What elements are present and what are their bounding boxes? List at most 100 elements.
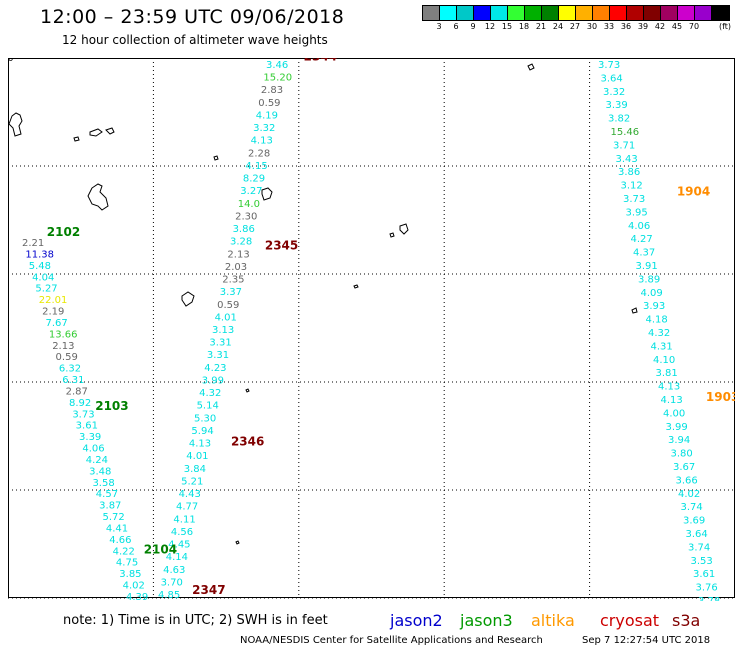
- legend-swatch: [542, 6, 559, 20]
- wave-height-value: 3.87: [99, 501, 121, 512]
- pass-time-label: 2347: [192, 583, 225, 597]
- wave-height-value: 3.85: [119, 569, 141, 580]
- wave-height-value: 2.28: [248, 148, 270, 159]
- legend-swatch: [661, 6, 678, 20]
- credit-text: NOAA/NESDIS Center for Satellite Applica…: [240, 635, 543, 646]
- wave-height-value: 3.74: [681, 502, 703, 513]
- wave-height-value: 3.94: [668, 435, 690, 446]
- wave-height-value: 2.13: [227, 249, 249, 260]
- legend-label: 12: [484, 22, 496, 31]
- wave-height-value: 3.32: [603, 87, 625, 98]
- island-outline: [353, 284, 359, 289]
- wave-height-value: 8.29: [243, 174, 265, 185]
- legend-swatch: [576, 6, 593, 20]
- wave-height-value: 4.06: [82, 444, 104, 455]
- legend-swatch: [593, 6, 610, 20]
- pass-time-label: 2344: [304, 58, 337, 64]
- wave-height-value: 4.41: [106, 523, 128, 534]
- pass-time-labels: 2344 2345 2346 2347 2102 2103 2104 1904 1903: [47, 58, 735, 597]
- altimeter-tracks: 3.4615.202.830.594.193.324.132.284.158.2…: [22, 60, 720, 601]
- wave-height-value: 3.69: [683, 516, 705, 527]
- wave-height-value: 2.83: [261, 85, 283, 96]
- wave-height-value: 4.45: [168, 540, 190, 551]
- wave-height-value: 6.32: [59, 364, 81, 375]
- island-outline: [181, 291, 195, 307]
- island-outline: [213, 155, 219, 161]
- satellite-label-jason3: jason3: [460, 611, 513, 630]
- wave-height-value: 4.43: [179, 489, 201, 500]
- legend-label: 18: [518, 22, 530, 31]
- wave-height-value: 3.76: [696, 583, 718, 594]
- wave-height-value: 4.22: [113, 546, 135, 557]
- island-outline: [389, 232, 395, 238]
- wave-height-value: 3.46: [266, 60, 288, 71]
- wave-height-value: 3.74: [688, 542, 710, 553]
- chart-title: 12:00 – 23:59 UTC 09/06/2018: [40, 6, 345, 28]
- wave-height-value: 3.66: [676, 475, 698, 486]
- wave-height-value: 5.21: [181, 476, 203, 487]
- wave-height-value: 4.11: [173, 514, 195, 525]
- footer-note: note: 1) Time is in UTC; 2) SWH is in fe…: [63, 613, 328, 628]
- pass-time-label: 1904: [677, 185, 710, 199]
- wave-height-value: 4.56: [171, 527, 193, 538]
- legend-label: 36: [620, 22, 632, 31]
- wave-height-value: 0.59: [258, 98, 280, 109]
- wave-height-value: 2.13: [52, 341, 74, 352]
- wave-height-value: 2.21: [22, 238, 44, 249]
- legend-label: 70: [688, 22, 700, 31]
- wave-height-value: 4.13: [189, 439, 211, 450]
- wave-height-value: 3.93: [643, 301, 665, 312]
- wave-height-value: 4.75: [116, 558, 138, 569]
- island-outline: [245, 388, 250, 393]
- wave-height-value: 3.73: [623, 194, 645, 205]
- wave-height-value: 3.58: [92, 478, 114, 489]
- wave-height-value: 15.46: [611, 127, 640, 138]
- legend-label: 33: [603, 22, 615, 31]
- legend-unit: (ft): [718, 22, 732, 31]
- wave-height-value: 2.03: [225, 262, 247, 273]
- lat-tick-label: 10: [8, 58, 14, 64]
- wave-height-value: 4.23: [204, 363, 226, 374]
- wave-height-value: 5.94: [191, 426, 213, 437]
- wave-height-value: 4.13: [658, 382, 680, 393]
- wave-height-value: 3.95: [626, 207, 648, 218]
- wave-height-value: 3.37: [220, 287, 242, 298]
- satellite-label-s3a: s3a: [672, 611, 701, 630]
- map-frame: [8, 58, 735, 598]
- wave-height-value: 4.02: [678, 489, 700, 500]
- wave-height-value: 8.92: [69, 398, 91, 409]
- wave-height-value: 3.39: [606, 100, 628, 111]
- legend-label: 30: [586, 22, 598, 31]
- legend-swatch: [423, 6, 440, 20]
- island-outline: [8, 112, 23, 137]
- wave-height-value: 4.31: [651, 341, 673, 352]
- wave-height-value: 3.43: [616, 154, 638, 165]
- wave-height-value: 3.91: [636, 261, 658, 272]
- legend-swatch: [678, 6, 695, 20]
- wave-height-value: 5.48: [29, 261, 51, 272]
- wave-height-value: 4.77: [176, 502, 198, 513]
- wave-height-value: 4.00: [663, 408, 685, 419]
- legend-label: 39: [637, 22, 649, 31]
- wave-height-value: 4.19: [256, 110, 278, 121]
- wave-height-value: 3.67: [673, 462, 695, 473]
- island-outline: [235, 540, 240, 545]
- generation-timestamp: Sep 7 12:27:54 UTC 2018: [582, 635, 711, 646]
- wave-height-value: 4.01: [186, 451, 208, 462]
- wave-height-value: 7.67: [45, 318, 67, 329]
- island-outline: [399, 223, 409, 235]
- legend-swatch: [491, 6, 508, 20]
- map-plot-area: 1501531561591621650246810 3.46 15.202.83 0…: [8, 58, 735, 601]
- island-outline: [527, 63, 535, 71]
- island-outline: [73, 136, 80, 142]
- wave-height-value: 3.82: [608, 114, 630, 125]
- wave-height-value: 14.0: [238, 199, 260, 210]
- satellite-label-cryosat: cryosat: [600, 611, 660, 630]
- wave-height-value: 3.84: [184, 464, 206, 475]
- wave-height-value: 3.64: [686, 529, 708, 540]
- wave-height-value: 3.99: [666, 422, 688, 433]
- wave-height-value: 13.66: [49, 329, 78, 340]
- wave-height-value: 3.31: [207, 350, 229, 361]
- wave-height-value: 3.27: [240, 186, 262, 197]
- wave-height-value: 4.24: [86, 455, 108, 466]
